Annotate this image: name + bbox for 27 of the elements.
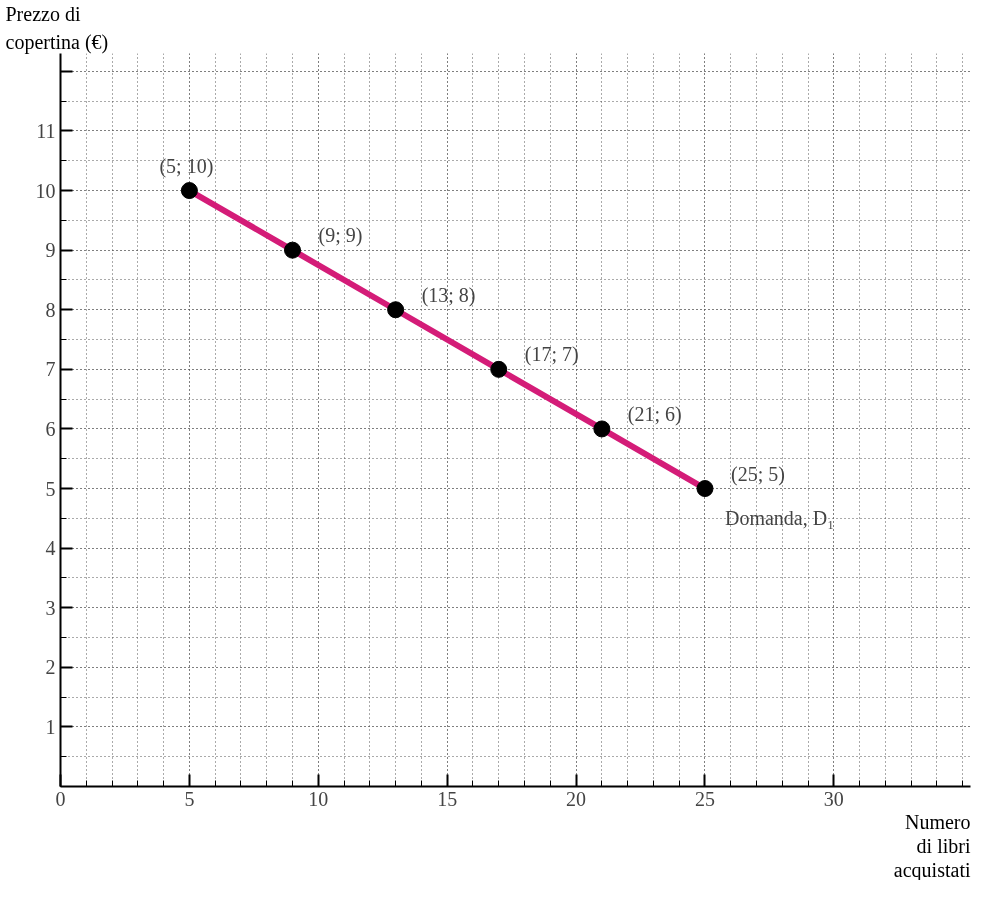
- annotation: Domanda, D₁: [724, 506, 835, 529]
- y-tick-label: 6: [45, 417, 56, 440]
- annotation: (5; 10): [159, 154, 214, 178]
- x-axis-title: Numero di libri acquistati: [893, 810, 971, 882]
- annotation: (13; 8): [421, 283, 476, 307]
- y-tick-label: 9: [45, 239, 56, 262]
- y-tick-label: 1: [45, 715, 56, 738]
- y-tick-label: 5: [45, 477, 56, 500]
- y-tick-label: 8: [45, 298, 56, 321]
- x-tick-label: 30: [823, 787, 844, 810]
- y-tick-label: 3: [45, 596, 56, 619]
- y-tick-label: 10: [35, 179, 56, 202]
- annotation: (9; 9): [318, 224, 363, 248]
- x-tick-label: 10: [308, 787, 329, 810]
- y-tick-label: 4: [45, 537, 56, 560]
- x-tick-label: 15: [437, 787, 458, 810]
- annotation: (21; 6): [627, 402, 682, 426]
- y-tick-label: 11: [36, 119, 56, 142]
- annotation: (17; 7): [524, 343, 579, 367]
- y-tick-label: 2: [45, 656, 56, 679]
- y-tick-label: 7: [45, 358, 56, 381]
- annotation: (25; 5): [730, 462, 785, 486]
- y-axis-title: Prezzo di copertina (€): [5, 2, 109, 55]
- x-tick-label: 0: [55, 787, 66, 810]
- x-tick-label: 20: [566, 787, 587, 810]
- x-tick-label: 5: [184, 787, 195, 810]
- x-tick-label: 25: [694, 787, 715, 810]
